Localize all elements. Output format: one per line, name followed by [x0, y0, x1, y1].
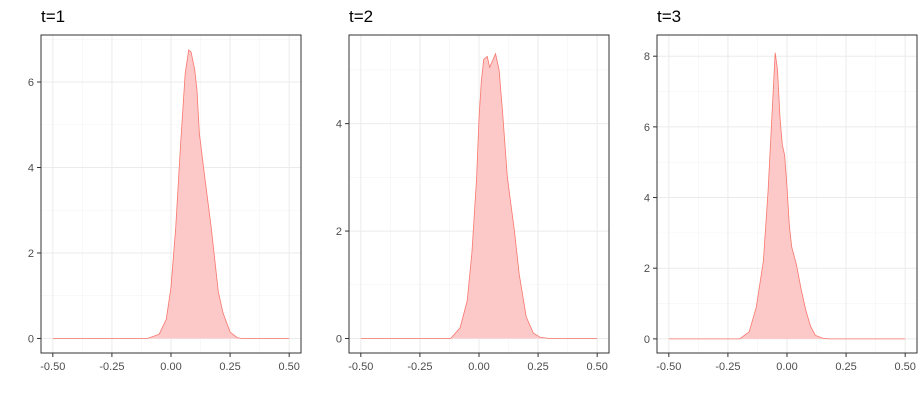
x-tick-label: 0.25	[835, 361, 856, 373]
x-tick-label: 0.25	[527, 361, 548, 373]
panel-title: t=1	[41, 7, 65, 26]
x-tick-label: 0.00	[160, 361, 181, 373]
x-tick-label: 0.50	[586, 361, 607, 373]
x-tick-label: 0.00	[468, 361, 489, 373]
y-tick-label: 0	[336, 333, 342, 345]
density-line	[52, 49, 290, 339]
x-tick-label: -0.50	[656, 361, 681, 373]
y-tick-label: 8	[644, 51, 650, 63]
y-tick-label: 0	[644, 334, 650, 346]
x-tick-label: 0.25	[219, 361, 240, 373]
y-tick-label: 6	[644, 122, 650, 134]
panel-title: t=3	[657, 7, 681, 26]
y-tick-label: 2	[644, 263, 650, 275]
panel-1: -0.50 -0.25 0.00 0.25 0.50 0 2 4 6 t=1	[28, 7, 302, 373]
y-tick-label: 2	[28, 248, 34, 260]
panel-title: t=2	[349, 7, 373, 26]
y-tick-label: 0	[28, 333, 34, 345]
density-line	[360, 52, 598, 339]
x-tick-label: 0.50	[278, 361, 299, 373]
x-tick-label: -0.25	[407, 361, 432, 373]
density-line	[668, 52, 906, 340]
y-tick-label: 4	[336, 119, 342, 131]
x-tick-label: 0.50	[894, 361, 915, 373]
x-tick-label: -0.50	[348, 361, 373, 373]
x-tick-label: -0.50	[40, 361, 65, 373]
density-area	[668, 52, 906, 339]
y-tick-label: 4	[644, 193, 650, 205]
density-area	[360, 53, 598, 339]
panel-3: -0.50 -0.25 0.00 0.25 0.50 0 2 4 6 8 t=3	[644, 7, 918, 373]
x-tick-label: -0.25	[99, 361, 124, 373]
y-tick-label: 6	[28, 77, 34, 89]
x-tick-label: -0.25	[715, 361, 740, 373]
panel-2: -0.50 -0.25 0.00 0.25 0.50 0 2 4 t=2	[336, 7, 610, 373]
x-tick-label: 0.00	[776, 361, 797, 373]
y-tick-label: 2	[336, 226, 342, 238]
y-tick-label: 4	[28, 163, 34, 175]
